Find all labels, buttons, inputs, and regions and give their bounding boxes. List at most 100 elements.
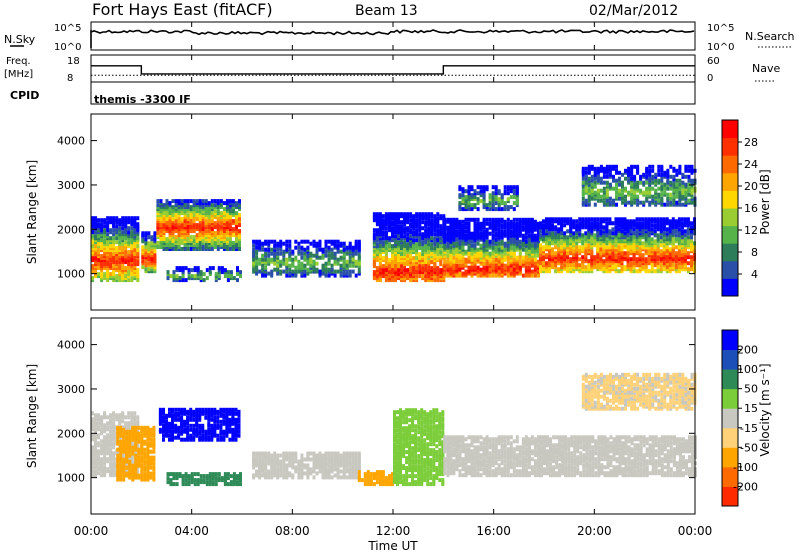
power-cell	[548, 217, 551, 222]
power-cell	[630, 196, 634, 201]
power-cell	[642, 200, 646, 205]
power-cell	[641, 257, 645, 262]
power-cell	[584, 249, 588, 254]
power-cell	[590, 164, 594, 169]
power-cell	[264, 251, 268, 256]
power-cell	[436, 266, 440, 271]
power-cell	[238, 229, 241, 234]
power-cell	[621, 192, 624, 197]
power-cell	[485, 265, 489, 270]
power-cell	[596, 253, 600, 258]
power-cell	[336, 243, 340, 248]
power-cell	[421, 274, 425, 279]
power-cell	[273, 261, 277, 266]
power-cell	[166, 270, 170, 275]
power-cell	[339, 255, 343, 260]
power-cell	[473, 189, 477, 194]
power-cell	[488, 231, 492, 236]
power-cell	[97, 222, 100, 227]
power-cell	[647, 257, 651, 262]
power-cell	[554, 231, 558, 236]
power-cell	[587, 164, 591, 169]
power-cell	[223, 274, 227, 279]
power-cell	[228, 209, 232, 214]
power-cell	[384, 260, 388, 265]
power-cell	[578, 257, 582, 262]
power-cell	[506, 261, 510, 266]
power-cell	[270, 251, 274, 256]
power-cell	[677, 227, 681, 232]
power-cell	[103, 238, 107, 243]
power-cell	[605, 174, 609, 179]
power-cell	[231, 199, 235, 204]
power-cell	[141, 245, 145, 250]
power-cell	[327, 267, 331, 272]
power-cell	[124, 266, 128, 271]
power-cell	[467, 221, 471, 226]
power-cell	[660, 196, 664, 201]
velocity-cell	[103, 411, 107, 416]
nsky-tick-top: 10^5	[54, 23, 81, 34]
power-cell	[418, 264, 422, 269]
power-cell	[636, 194, 640, 199]
power-cell	[497, 207, 501, 212]
power-cell	[684, 164, 688, 169]
power-cell	[109, 262, 113, 267]
power-cell	[177, 245, 181, 249]
power-cell	[614, 263, 618, 268]
power-cell	[650, 223, 654, 228]
power-cell	[409, 266, 413, 271]
power-cell	[109, 236, 113, 241]
power-cell	[659, 253, 663, 258]
power-cell	[225, 231, 229, 236]
power-cell	[596, 174, 600, 179]
power-cell	[264, 257, 268, 262]
y-tick-label: 3000	[57, 179, 85, 192]
power-cell	[548, 257, 551, 262]
power-cell	[192, 223, 196, 228]
power-cell	[686, 227, 690, 232]
power-cell	[566, 235, 570, 240]
power-cell	[590, 174, 594, 179]
power-cell	[103, 252, 107, 257]
power-cell	[602, 259, 606, 264]
power-cell	[551, 247, 554, 252]
velocity-cell	[109, 413, 113, 418]
velocity-cells	[91, 372, 697, 487]
velocity-cell	[100, 443, 104, 448]
power-cell	[228, 219, 232, 224]
power-cell	[115, 216, 119, 221]
power-cell	[584, 170, 588, 175]
velocity-cell	[127, 457, 131, 462]
power-cell	[593, 166, 597, 171]
power-cell	[620, 217, 624, 222]
power-cell	[671, 263, 675, 268]
power-cell	[282, 253, 286, 258]
power-cell	[409, 258, 413, 263]
power-cell	[436, 270, 440, 275]
power-cell	[391, 238, 394, 243]
power-cell	[455, 253, 459, 258]
power-cell	[677, 261, 681, 266]
power-cell	[195, 199, 199, 204]
power-cell	[378, 244, 382, 249]
power-cell	[156, 231, 160, 236]
power-cell	[657, 164, 661, 169]
power-cell	[621, 188, 624, 193]
velocity-cell	[127, 421, 131, 426]
power-cell	[491, 233, 495, 238]
power-cell	[581, 245, 585, 250]
power-cell	[235, 211, 238, 216]
power-cell	[375, 258, 379, 263]
freq-tick-top: 18	[67, 56, 80, 67]
power-cell	[683, 217, 687, 222]
power-cell	[336, 257, 340, 262]
power-cell	[621, 200, 624, 205]
power-cell	[291, 269, 295, 274]
power-cell	[494, 237, 498, 242]
power-cell	[327, 257, 331, 262]
power-cell	[273, 239, 277, 244]
power-cell	[381, 230, 385, 235]
power-cell	[500, 253, 504, 258]
power-cell	[678, 182, 682, 187]
